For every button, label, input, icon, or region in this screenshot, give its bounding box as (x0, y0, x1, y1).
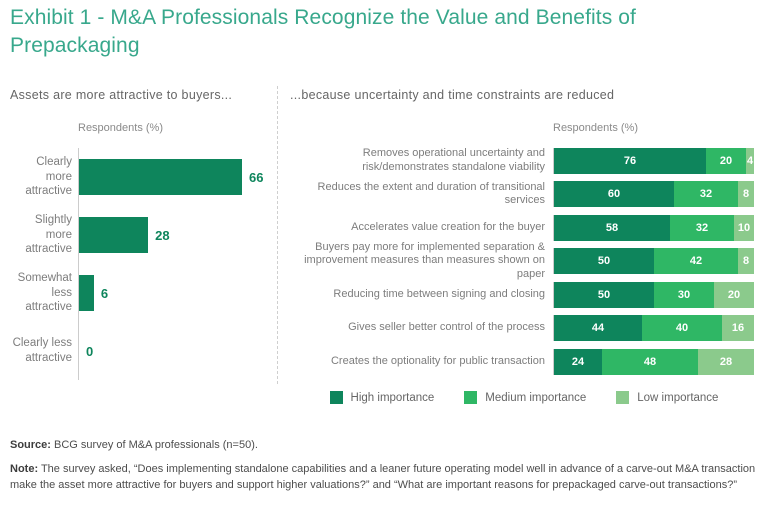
left-bar (79, 217, 149, 253)
right-category-label: Reducing time between signing and closin… (333, 287, 545, 300)
stacked-bar-segment: 16 (722, 315, 754, 342)
left-bar-wrap: 66 (79, 159, 272, 195)
stacked-bar-segment: 32 (670, 214, 734, 241)
stacked-bar-segment: 50 (554, 281, 654, 308)
legend-label: High importance (350, 391, 435, 404)
left-chart-axis-line (78, 148, 79, 380)
stacked-bar: 76 20 4 (553, 147, 754, 174)
left-bar-value: 28 (155, 227, 170, 243)
stacked-bar-segment: 58 (554, 214, 670, 241)
right-category-label: Buyers pay more for implemented separati… (304, 240, 545, 281)
stacked-bar-segment: 50 (554, 248, 654, 275)
stacked-bar: 50 30 20 (553, 281, 754, 308)
note-label: Note: (10, 462, 39, 475)
stacked-bar-segment: 42 (654, 248, 738, 275)
stacked-bar: 58 32 10 (553, 214, 754, 241)
stacked-bar-segment: 20 (706, 147, 746, 174)
note-line: Note: The survey asked, “Does implementi… (10, 462, 760, 494)
attractiveness-bar-chart: Clearly more attractive 66 Slightly more a… (10, 148, 272, 380)
stacked-bar-segment: 4 (746, 147, 754, 174)
stacked-bar: 24 48 28 (553, 348, 754, 375)
source-line: Source: BCG survey of M&A professionals … (10, 438, 760, 454)
stacked-bar: 44 40 16 (553, 315, 754, 342)
left-category-label: Somewhat less attractive (17, 271, 72, 314)
stacked-bar-segment: 24 (554, 348, 602, 375)
left-bar (79, 275, 94, 311)
left-bar-wrap: 28 (79, 217, 272, 253)
right-bar-row: Reducing time between signing and closin… (290, 278, 758, 312)
stacked-bar-segment: 8 (738, 181, 754, 208)
source-text: BCG survey of M&A professionals (n=50). (50, 439, 258, 451)
right-bar-row: Creates the optionality for public trans… (290, 345, 758, 379)
stacked-bar-segment: 60 (554, 181, 674, 208)
legend-item: High importance (329, 391, 435, 404)
right-bar-row: Reduces the extent and duration of trans… (290, 178, 758, 212)
left-panel-heading: Assets are more attractive to buyers... (10, 88, 233, 102)
right-bar-row: Accelerates value creation for the buyer… (290, 211, 758, 245)
right-bar-row: Removes operational uncertainty and risk… (290, 144, 758, 178)
right-category-label: Gives seller better control of the proce… (348, 321, 545, 334)
left-category-label: Clearly more attractive (25, 155, 72, 198)
left-axis-label: Respondents (%) (78, 122, 163, 134)
left-bar-row: Slightly more attractive 28 (10, 206, 272, 264)
stacked-bar-segment: 20 (714, 281, 754, 308)
left-bar-wrap: 0 (79, 333, 272, 369)
legend-swatch (329, 391, 343, 404)
stacked-bar-segment: 30 (654, 281, 714, 308)
legend-swatch (464, 391, 478, 404)
right-category-label: Accelerates value creation for the buyer (351, 220, 545, 233)
right-bar-row: Gives seller better control of the proce… (290, 312, 758, 346)
legend-item: Low importance (616, 391, 718, 404)
stacked-bar: 50 42 8 (553, 248, 754, 275)
left-bar-value: 66 (249, 169, 264, 185)
stacked-bar-segment: 48 (602, 348, 698, 375)
legend-item: Medium importance (464, 391, 586, 404)
legend-label: Medium importance (485, 391, 587, 404)
stacked-bar-segment: 10 (734, 214, 754, 241)
exhibit-title: Exhibit 1 - M&A Professionals Recognize … (10, 6, 636, 57)
stacked-bar-segment: 44 (554, 315, 642, 342)
left-bar-row: Somewhat less attractive 6 (10, 264, 272, 322)
right-category-label: Removes operational uncertainty and risk… (362, 147, 545, 173)
left-bar-row: Clearly less attractive 0 (10, 322, 272, 380)
legend-swatch (616, 391, 630, 404)
left-bar-value: 0 (86, 343, 94, 359)
stacked-bar: 60 32 8 (553, 181, 754, 208)
right-axis-label: Respondents (%) (553, 122, 638, 134)
stacked-bar-segment: 8 (738, 248, 754, 275)
source-label: Source: (10, 439, 51, 451)
left-category-label: Clearly less attractive (12, 337, 72, 364)
right-category-label: Reduces the extent and duration of trans… (317, 180, 545, 207)
left-bar (79, 159, 243, 195)
stacked-bar-segment: 76 (554, 147, 706, 174)
right-category-label: Creates the optionality for public trans… (330, 354, 545, 367)
importance-legend: High importance Medium importance Low impo… (290, 391, 758, 404)
left-bar-wrap: 6 (79, 275, 272, 311)
stacked-bar-segment: 40 (642, 315, 722, 342)
importance-stacked-bar-chart: Removes operational uncertainty and risk… (290, 144, 758, 379)
stacked-bar-segment: 32 (674, 181, 738, 208)
footer: Source: BCG survey of M&A professionals … (10, 438, 760, 494)
right-panel-heading: ...because uncertainty and time constrai… (290, 88, 615, 102)
right-bar-row: Buyers pay more for implemented separati… (290, 241, 758, 280)
note-text: The survey asked, “Does implementing sta… (10, 462, 756, 491)
left-category-label: Slightly more attractive (25, 213, 72, 256)
panel-divider (277, 86, 278, 384)
left-bar-row: Clearly more attractive 66 (10, 148, 272, 206)
left-bar-value: 6 (100, 285, 109, 301)
stacked-bar-segment: 28 (698, 348, 754, 375)
legend-label: Low importance (637, 391, 719, 404)
